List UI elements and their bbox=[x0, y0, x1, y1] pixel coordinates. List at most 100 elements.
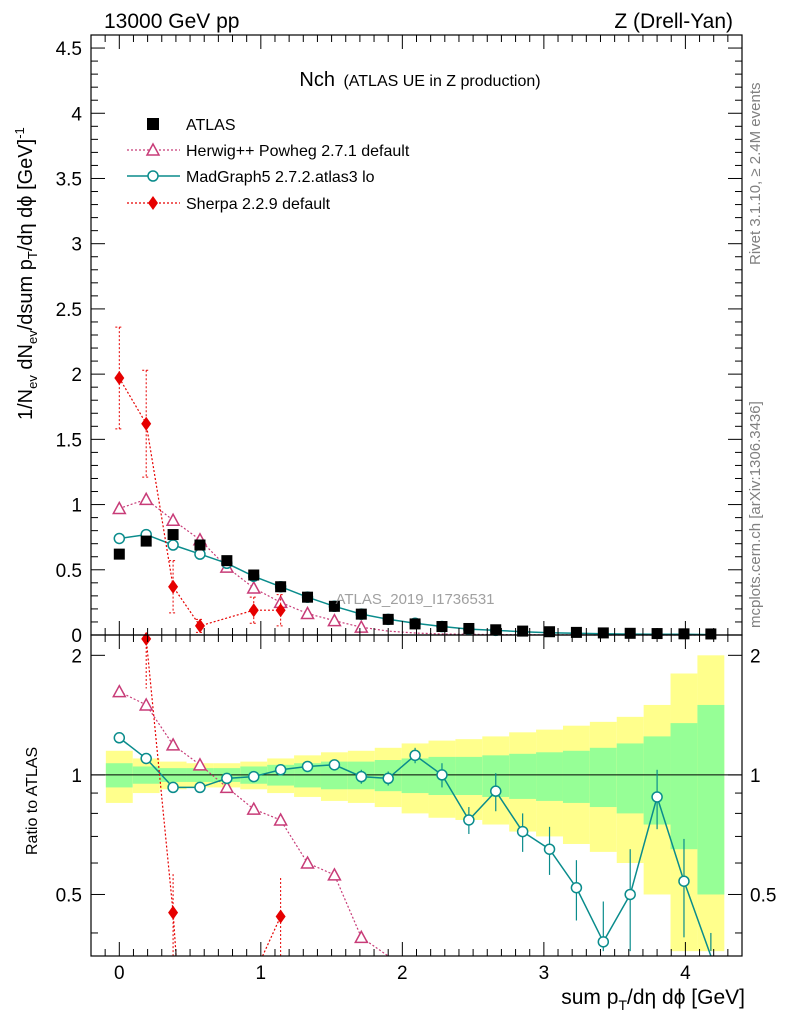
herwig-line-ratio bbox=[119, 691, 389, 957]
legend-sherpa-label: Sherpa 2.2.9 default bbox=[186, 196, 331, 213]
x-tick-label: 3 bbox=[539, 963, 550, 984]
herwig-point-main bbox=[327, 613, 342, 627]
atlas-point-main bbox=[140, 535, 152, 547]
ratio-y-tick-label-right: 0.5 bbox=[750, 885, 776, 906]
sherpa-point-main bbox=[168, 579, 179, 594]
main-y-tick-label: 0.5 bbox=[56, 561, 82, 582]
madgraph-point-main bbox=[167, 539, 179, 551]
herwig-point-main bbox=[165, 512, 181, 526]
madgraph-point-ratio bbox=[490, 785, 502, 797]
herwig-point-ratio bbox=[246, 801, 262, 815]
atlas-point-main bbox=[382, 613, 394, 625]
herwig-point-main bbox=[246, 580, 262, 594]
atlas-point-main bbox=[463, 622, 475, 634]
legend-atlas-marker bbox=[147, 118, 159, 130]
atlas-point-main bbox=[705, 628, 717, 640]
atlas-point-main bbox=[194, 539, 206, 551]
sherpa-point-main bbox=[141, 416, 152, 431]
madgraph-point-ratio bbox=[463, 814, 475, 826]
atlas-point-main bbox=[167, 529, 179, 541]
sherpa-point-ratio bbox=[275, 909, 286, 924]
atlas-point-main bbox=[355, 608, 367, 620]
x-tick-label: 1 bbox=[256, 963, 267, 984]
madgraph-point-main bbox=[113, 532, 126, 545]
sherpa-line-main bbox=[118, 377, 281, 627]
ratio-band-inner bbox=[536, 752, 563, 801]
madgraph-point-main bbox=[194, 548, 206, 560]
mcplots-label: mcplots.cern.ch [arXiv:1306.3436] bbox=[747, 401, 764, 628]
madgraph-point-ratio bbox=[436, 769, 448, 781]
main-y-tick-label: 3.5 bbox=[56, 169, 82, 190]
madgraph-point-ratio bbox=[194, 781, 206, 794]
madgraph-point-ratio bbox=[543, 843, 556, 855]
legend-herwig-marker bbox=[145, 142, 161, 156]
herwig-point-ratio bbox=[354, 929, 369, 944]
sherpa-point-main bbox=[114, 371, 125, 386]
chart-marks bbox=[91, 326, 742, 957]
herwig-point-ratio bbox=[219, 779, 235, 794]
madgraph-point-ratio bbox=[248, 770, 260, 783]
ratio-band-inner bbox=[562, 750, 590, 803]
main-y-axis-label: 1/Nev dNev/dsum pT/dη dϕ [GeV]-1 bbox=[12, 127, 40, 420]
atlas-point-main bbox=[544, 626, 556, 638]
atlas-point-main bbox=[570, 626, 582, 638]
atlas-point-main bbox=[517, 625, 529, 637]
madgraph-point-ratio bbox=[274, 764, 287, 776]
atlas-point-main bbox=[221, 555, 233, 567]
madgraph-point-ratio bbox=[382, 772, 394, 785]
madgraph-point-ratio bbox=[355, 770, 368, 783]
ratio-band-inner bbox=[616, 743, 644, 814]
madgraph-point-ratio bbox=[570, 881, 583, 894]
madgraph-point-ratio bbox=[678, 875, 690, 887]
ratio-band-inner bbox=[589, 747, 617, 808]
madgraph-point-ratio bbox=[597, 936, 610, 948]
x-tick-label: 0 bbox=[114, 963, 125, 984]
atlas-point-main bbox=[436, 621, 448, 633]
x-tick-label: 4 bbox=[680, 963, 691, 984]
plot-title: Nch (ATLAS UE in Z production) bbox=[299, 69, 540, 91]
legend-madgraph-label: MadGraph5 2.7.2.atlas3 lo bbox=[186, 169, 375, 186]
herwig-point-main bbox=[300, 605, 315, 620]
madgraph-point-ratio bbox=[301, 760, 314, 773]
sherpa-point-main bbox=[275, 603, 286, 618]
legend-atlas-label: ATLAS bbox=[186, 117, 236, 134]
madgraph-point-ratio bbox=[113, 732, 126, 744]
atlas-point-main bbox=[275, 581, 287, 593]
herwig-point-ratio bbox=[327, 867, 342, 881]
herwig-point-main bbox=[138, 491, 154, 506]
main-y-tick-label: 1 bbox=[71, 496, 82, 517]
ratio-y-tick-label-right: 1 bbox=[750, 766, 761, 787]
madgraph-point-ratio bbox=[328, 759, 341, 771]
madgraph-point-ratio bbox=[409, 749, 421, 762]
rivet-label: Rivet 3.1.10, ≥ 2.4M events bbox=[747, 83, 764, 266]
axis-ticks: 0 0.5 1 1.5 2 2.5 3 3.5 4 4.5 0 1 2 3 4 0.5 0.5 1 1 2 2 bbox=[56, 34, 776, 984]
atlas-point-main bbox=[248, 569, 260, 581]
herwig-point-main bbox=[354, 619, 369, 633]
madgraph-point-ratio bbox=[624, 888, 636, 901]
madgraph-point-ratio bbox=[516, 825, 529, 838]
ratio-y-axis-label: Ratio to ATLAS bbox=[24, 747, 41, 855]
header-left: 13000 GeV pp bbox=[104, 10, 239, 33]
sherpa-line-ratio bbox=[143, 634, 177, 957]
madgraph-point-ratio bbox=[167, 781, 179, 794]
ratio-y-tick-label-right: 2 bbox=[750, 646, 761, 667]
ratio-y-tick-label: 1 bbox=[71, 766, 82, 787]
ratio-band-inner bbox=[509, 753, 537, 799]
header-right: Z (Drell-Yan) bbox=[614, 10, 733, 33]
sherpa-line-ratio bbox=[262, 916, 282, 957]
legend-madgraph-marker bbox=[147, 170, 159, 182]
sherpa-point-main bbox=[194, 618, 205, 633]
herwig-point-main bbox=[112, 500, 127, 515]
main-y-tick-label: 2 bbox=[71, 365, 82, 386]
main-y-tick-label: 2.5 bbox=[56, 300, 82, 321]
atlas-point-main bbox=[597, 627, 609, 639]
ratio-band-inner bbox=[401, 758, 429, 794]
atlas-point-main bbox=[328, 600, 340, 612]
main-y-tick-label: 3 bbox=[71, 235, 82, 256]
atlas-point-main bbox=[624, 627, 636, 639]
ratio-uncertainty-bands bbox=[105, 655, 725, 952]
legend-sherpa-marker bbox=[148, 196, 158, 210]
main-y-tick-label: 4 bbox=[71, 104, 82, 125]
herwig-point-ratio bbox=[165, 737, 181, 751]
